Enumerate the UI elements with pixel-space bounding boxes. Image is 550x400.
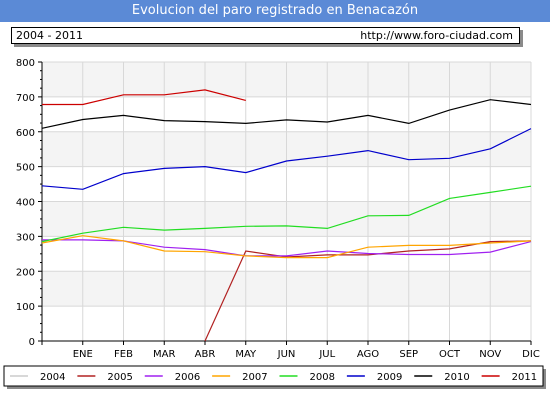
x-tick-label: FEB <box>114 349 133 360</box>
x-tick-label: OCT <box>439 349 461 360</box>
legend: 2004 2005 2006 2007 2008 2009 2010 2011 <box>3 365 546 389</box>
x-tick-label: MAR <box>153 349 175 360</box>
info-box: 2004 - 2011 http://www.foro-ciudad.com <box>11 27 520 44</box>
legend-label-2005: 2005 <box>107 372 132 383</box>
legend-label-2007: 2007 <box>242 372 267 383</box>
x-tick-label: NOV <box>479 349 501 360</box>
source-url[interactable]: http://www.foro-ciudad.com <box>360 29 513 42</box>
legend-label-2004: 2004 <box>40 372 65 383</box>
x-tick-label: SEP <box>399 349 418 360</box>
grid-lines <box>42 61 532 342</box>
period-label: 2004 - 2011 <box>16 29 83 42</box>
y-tick-label: 500 <box>16 163 35 174</box>
series-line-2009 <box>41 128 532 190</box>
series-lines <box>41 89 532 342</box>
y-tick-label: 800 <box>16 58 35 69</box>
y-tick-label: 400 <box>16 198 35 209</box>
series-line-2007 <box>41 235 532 259</box>
chart-title: Evolucion del paro registrado en Benacaz… <box>131 3 419 18</box>
y-tick-label: 0 <box>29 337 35 348</box>
series-line-2010 <box>41 99 532 129</box>
x-tick-label: JUL <box>318 349 335 360</box>
x-tick-label: DIC <box>522 349 540 360</box>
x-tick-label: JUN <box>277 349 296 360</box>
y-tick-label: 200 <box>16 267 35 278</box>
series-line-2011 <box>42 89 246 106</box>
tick-labels: 0 100 200 300 400 500 600 700 800 ENE FEB MAR ABR MAY… <box>16 58 540 360</box>
y-tick-label: 300 <box>16 232 35 243</box>
x-tick-label: ENE <box>73 349 93 360</box>
legend-label-2011: 2011 <box>512 372 537 383</box>
title-bar: Evolucion del paro registrado en Benacaz… <box>0 0 550 22</box>
legend-label-2006: 2006 <box>175 372 200 383</box>
y-tick-label: 700 <box>16 93 35 104</box>
x-tick-label: ABR <box>195 349 216 360</box>
y-tick-label: 600 <box>16 128 35 139</box>
legend-label-2009: 2009 <box>377 372 402 383</box>
legend-label-2008: 2008 <box>310 372 335 383</box>
legend-box <box>3 365 544 387</box>
legend-label-2010: 2010 <box>444 372 469 383</box>
series-line-2008 <box>41 185 532 243</box>
axes <box>38 61 532 345</box>
y-tick-label: 100 <box>16 302 35 313</box>
x-tick-label: MAY <box>235 349 257 360</box>
x-tick-label: AGO <box>357 349 379 360</box>
